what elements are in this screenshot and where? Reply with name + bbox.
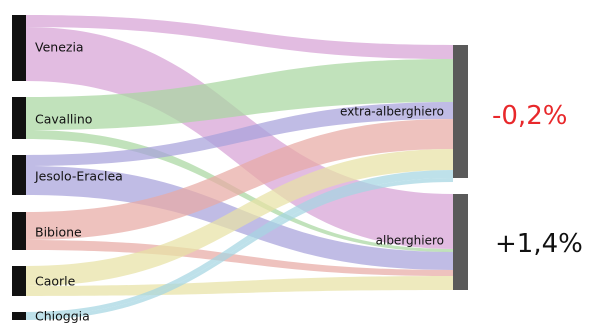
flow-jesolo-to-extra <box>26 102 453 166</box>
flow-cavallino-to-extra <box>26 59 453 130</box>
node-label-alberghiero: alberghiero <box>376 234 444 248</box>
node-label-bibione: Bibione <box>35 225 82 240</box>
flow-chioggia-to-alberghiero <box>26 178 453 320</box>
node-label-chioggia: Chioggia <box>35 309 90 324</box>
node-jesolo <box>12 155 26 195</box>
node-labels: Venezia Cavallino Jesolo-Eraclea Bibione Cao… <box>34 40 444 324</box>
node-label-extra: extra-alberghiero <box>340 105 444 119</box>
node-label-caorle: Caorle <box>35 274 76 289</box>
node-alberghiero <box>453 194 468 290</box>
flow-bibione-to-alberghiero <box>26 240 453 276</box>
node-label-cavallino: Cavallino <box>35 112 92 127</box>
node-extra <box>453 45 468 178</box>
node-label-venezia: Venezia <box>35 40 84 55</box>
node-caorle <box>12 266 26 296</box>
flow-venezia-to-extra <box>26 15 453 59</box>
flow-caorle-to-alberghiero <box>26 276 453 296</box>
flow-chioggia-to-extra <box>26 170 453 316</box>
node-label-jesolo: Jesolo-Eraclea <box>34 169 123 184</box>
flow-links <box>26 15 453 320</box>
node-venezia <box>12 15 26 81</box>
flow-caorle-to-extra <box>26 149 453 286</box>
nodes <box>12 15 468 320</box>
alberghiero-change: +1,4% <box>495 229 583 259</box>
extra-alberghiero-change: -0,2% <box>492 101 568 131</box>
node-bibione <box>12 212 26 250</box>
node-cavallino <box>12 97 26 139</box>
flow-bibione-to-extra <box>26 119 453 240</box>
node-chioggia <box>12 312 26 320</box>
